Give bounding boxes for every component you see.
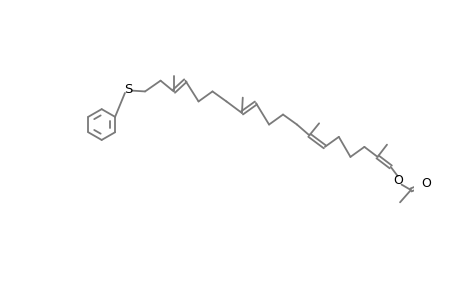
- Text: S: S: [124, 83, 133, 96]
- Text: O: O: [393, 174, 403, 187]
- Text: O: O: [420, 177, 431, 190]
